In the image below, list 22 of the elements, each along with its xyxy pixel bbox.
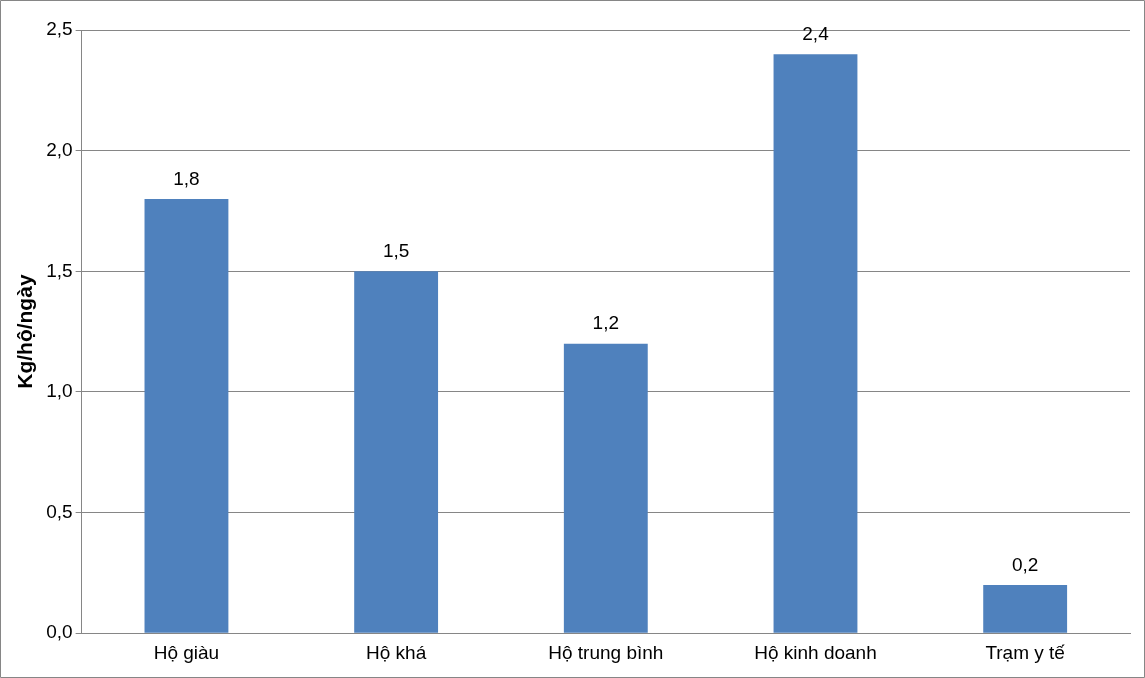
y-tick-label: 0,0 <box>46 621 73 643</box>
x-tick-label: Trạm y tế <box>985 641 1066 663</box>
x-tick-label: Hộ khá <box>366 641 427 663</box>
bar <box>773 54 858 633</box>
x-tick-label: Hộ giàu <box>153 641 220 663</box>
y-tick-label: 0,5 <box>46 500 73 522</box>
y-axis-title: Kg/hộ/ngày <box>13 274 37 389</box>
bar <box>563 343 648 633</box>
data-label: 1,8 <box>173 167 200 189</box>
y-tick-label: 1,5 <box>46 259 73 281</box>
data-label: 2,4 <box>802 22 830 44</box>
bar <box>354 271 439 633</box>
x-tick-label: Hộ kinh doanh <box>754 641 877 663</box>
data-label: 0,2 <box>1011 553 1039 575</box>
data-label: 1,5 <box>382 240 410 262</box>
data-label: 1,2 <box>592 312 620 334</box>
y-tick-label: 1,0 <box>46 380 73 402</box>
bar <box>983 584 1068 633</box>
bar <box>144 198 229 633</box>
y-tick-label: 2,5 <box>46 18 73 40</box>
x-tick-label: Hộ trung bình <box>548 641 664 663</box>
y-tick-label: 2,0 <box>46 138 73 160</box>
